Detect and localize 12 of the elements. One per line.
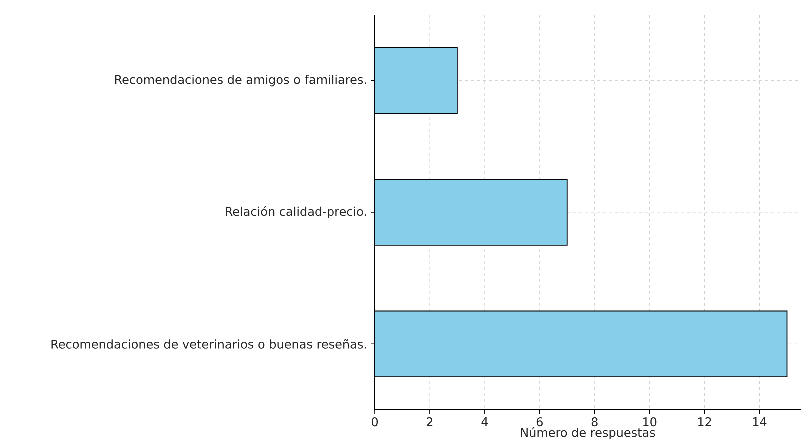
x-tick-label: 6 — [536, 418, 543, 427]
x-tick-label: 12 — [698, 418, 712, 426]
y-tick-label: Recomendaciones de veterinarios o buenas reseñas. — [52, 339, 366, 349]
y-tick-label: Relación calidad-precio. — [226, 206, 366, 219]
y-tick-label: Recomendaciones de amigos o familiares. — [115, 75, 366, 87]
x-tick-label: 8 — [592, 418, 598, 427]
x-tick-label: 2 — [427, 418, 433, 426]
x-tick-label: 0 — [372, 418, 378, 427]
x-tick-label: 4 — [482, 418, 488, 426]
x-tick-label: 10 — [644, 418, 657, 427]
x-axis-title: Número de respuestas — [521, 427, 656, 440]
x-tick-label: 14 — [753, 418, 767, 426]
